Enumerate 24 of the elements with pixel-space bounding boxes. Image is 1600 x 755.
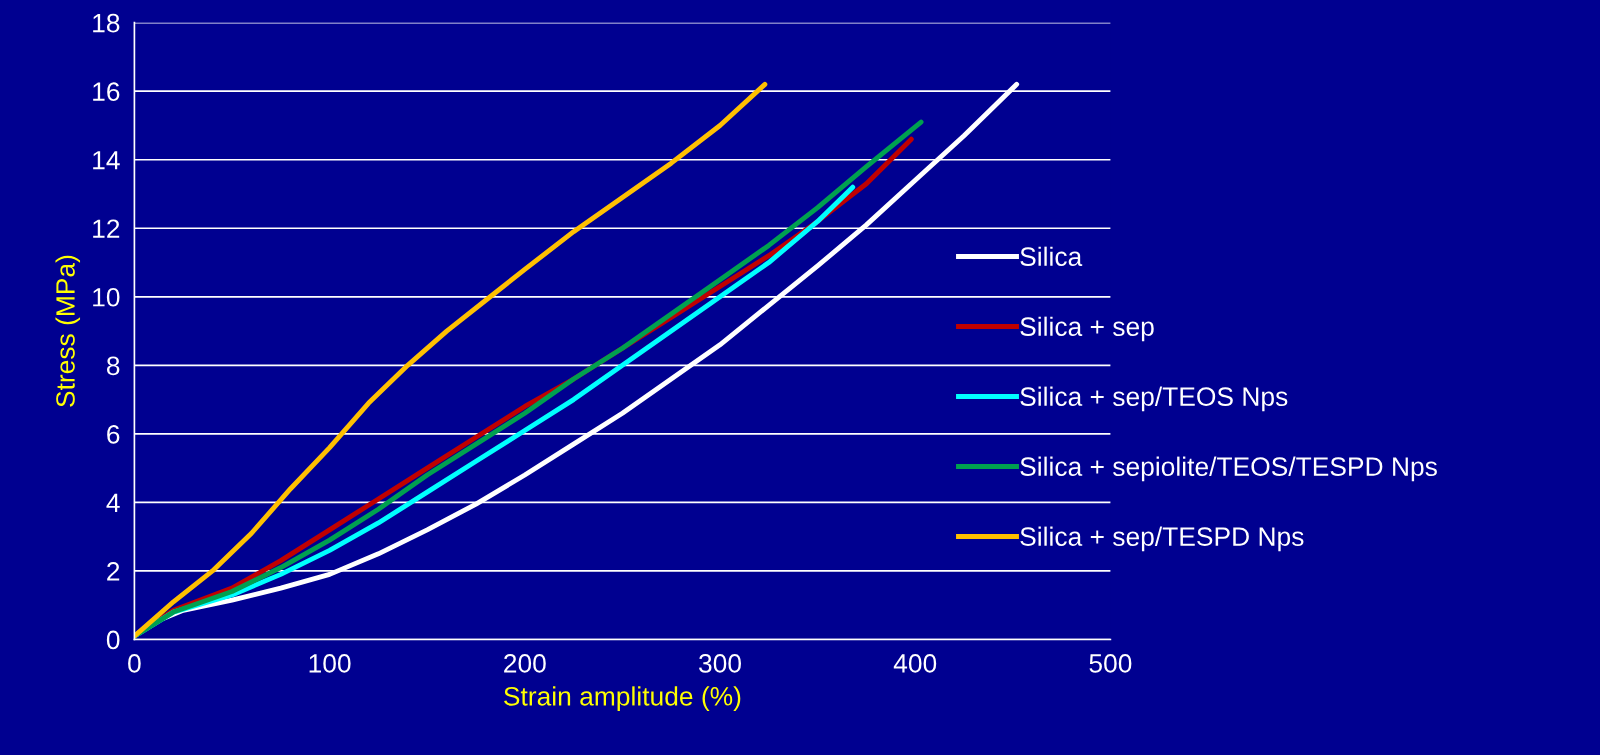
legend-label: Silica (1020, 246, 1083, 267)
y-tick-label: 4 (106, 493, 120, 512)
y-tick-label: 0 (106, 630, 120, 650)
y-tick-label: 2 (107, 562, 120, 581)
y-tick-label: 16 (93, 82, 120, 102)
line-series (134, 81, 768, 639)
y-tick-label: 14 (93, 151, 120, 170)
x-tick-label: 100 (309, 654, 351, 673)
x-tick-label: 400 (893, 654, 937, 673)
y-tick-label: 12 (93, 219, 120, 238)
y-tick-label: 8 (106, 356, 120, 376)
x-tick-label: 0 (128, 654, 141, 673)
x-axis-title: Strain amplitude (%) (504, 686, 741, 711)
y-tick-label: 6 (107, 425, 120, 444)
legend-label: Silica + sepiolite/TEOS/TESPD Nps (1020, 456, 1437, 482)
x-tick-label: 300 (698, 654, 741, 673)
legend-label: Silica + sep/TEOS Nps (1020, 386, 1288, 412)
x-tick-label: 500 (1089, 654, 1132, 673)
legend-label: Silica + sep/TESPD Nps (1020, 526, 1304, 552)
y-tick-label: 10 (93, 287, 120, 307)
y-axis-title: Stress (MPa) (55, 255, 81, 407)
y-tick-label: 18 (93, 13, 120, 33)
x-tick-label: 200 (504, 654, 546, 673)
legend-label: Silica + sep (1020, 316, 1154, 342)
